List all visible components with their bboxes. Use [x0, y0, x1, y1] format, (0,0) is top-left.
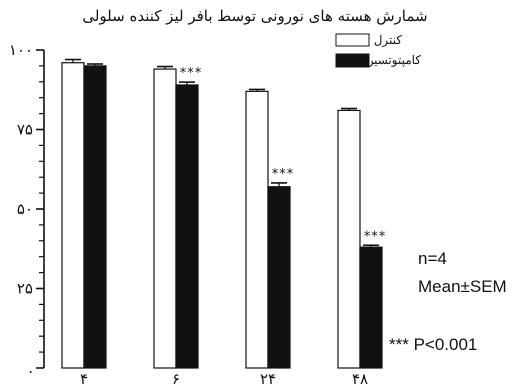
- legend-label-control: کنترل: [374, 33, 403, 47]
- x-tick-label: ۴۸: [352, 370, 368, 387]
- legend-label-treatment: کامپتوتسین: [365, 53, 421, 67]
- bar-treatment: [359, 246, 383, 369]
- y-tick-label: .: [28, 359, 33, 377]
- p-value-note: *** P<0.001: [389, 335, 477, 354]
- bar-treatment: [83, 65, 107, 369]
- bar-control: [61, 62, 85, 369]
- legend-swatch-treatment: [335, 53, 370, 68]
- bars: *** *** ***: [61, 58, 387, 369]
- x-tick-label: ۲۴: [260, 370, 276, 387]
- legend: کنترل کامپتوتسین: [335, 33, 421, 68]
- significance-marker: ***: [364, 229, 387, 244]
- y-tick-label: ۵۰: [17, 200, 33, 218]
- bar-treatment: [267, 186, 291, 369]
- x-tick-label: ۶: [172, 370, 180, 387]
- y-tick-label: ۲۵: [17, 280, 33, 298]
- y-tick-label: ۱۰۰: [9, 41, 33, 59]
- bar-treatment: [175, 84, 199, 369]
- chart-title: شمارش هسته های نورونی توسط بافر لیز کنند…: [82, 7, 427, 25]
- x-tick-label: ۴: [80, 370, 88, 387]
- legend-swatch-control: [335, 33, 370, 47]
- bar-control: [153, 68, 177, 369]
- y-tick-label: ۷۵: [17, 121, 33, 139]
- bar-control: [245, 90, 269, 369]
- bar-control: [337, 109, 361, 369]
- significance-marker: ***: [180, 66, 203, 81]
- x-axis-labels: ۴ ۶ ۲۴ ۴۸: [80, 370, 368, 387]
- y-axis: . ۲۵ ۵۰ ۷۵ ۱۰۰: [9, 41, 45, 377]
- sample-size-note: n=4: [418, 249, 447, 268]
- significance-marker: ***: [272, 167, 295, 182]
- statistic-note: Mean±SEM: [418, 277, 507, 296]
